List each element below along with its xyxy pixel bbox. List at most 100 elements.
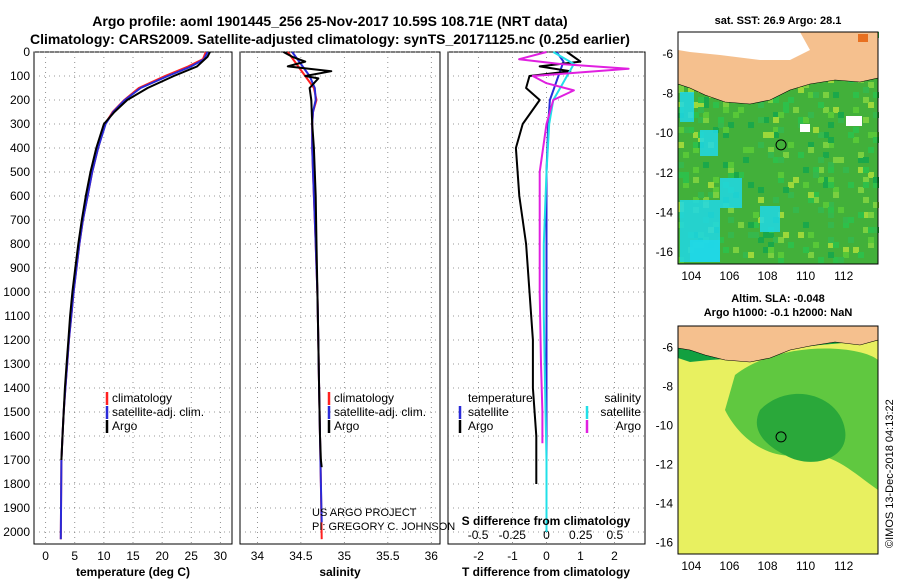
sst-pixel [703,102,709,108]
depth-tick-labels: 0 100 200 300 400 500 600 700 800 900 1000 1100 1200… [3,45,30,539]
sst-pixel [728,232,734,238]
x-tick-label: -0.5 [468,528,489,542]
sst-pixel [868,212,874,218]
sst-pixel [748,222,754,228]
sst-pixel [858,252,864,258]
sst-pixel [843,222,849,228]
sst-pixel [718,117,724,123]
s-diff-argo-line [518,51,630,444]
depth-tick-label: 1600 [3,429,30,443]
salinity-argo-line [283,51,333,468]
float-position-marker [775,139,787,151]
difference-legend: temperature satellite Argo salinity sate… [458,391,641,433]
sst-pixel [763,132,769,138]
legend-argo-label: Argo [112,419,138,433]
sst-pixel [728,122,734,128]
sst-pixel [733,172,739,178]
sst-pixel [828,122,834,128]
sst-pixel [788,97,794,103]
depth-tick-label: 500 [10,165,30,179]
sst-pixel [713,187,719,193]
sst-pixel [778,127,784,133]
temperature-grid [34,51,232,544]
sst-pixel [788,242,794,248]
latitude-tick-label: -12 [656,457,674,471]
sst-pixel [803,117,809,123]
sst-missing-pixel [846,116,862,126]
sst-pixel [728,167,734,173]
sst-cool-patch [680,92,694,122]
latitude-tick-label: -10 [656,418,674,432]
depth-tick-label: 400 [10,141,30,155]
longitude-tick-label: 112 [834,269,853,283]
sst-pixel [718,237,724,243]
temperature-climatology-line [59,51,207,540]
sst-pixel [823,142,829,148]
depth-tick-label: 1500 [3,405,30,419]
sst-pixel [828,237,834,243]
sst-pixel [768,97,774,103]
sst-pixel [713,177,719,183]
sst-cool-patch [700,130,718,156]
sst-map: sat. SST: 26.9 Argo: 28.1 104 106 108 110 11… [656,15,879,283]
legend-argo-label: Argo [334,419,360,433]
sst-pixel [758,187,764,193]
sst-warm-pixel [858,34,868,42]
x-tick-label: 25 [185,549,199,563]
sst-pixel [763,117,769,123]
sst-pixel [783,187,789,193]
sst-pixel [848,132,854,138]
sst-pixel [693,132,699,138]
sst-pixel [793,107,799,113]
legend-satellite-label: satellite-adj. clim. [112,405,204,419]
sst-pixel [693,177,699,183]
sst-pixel [783,152,789,158]
x-tick-label: -2 [473,549,484,563]
float-position-marker [775,431,787,443]
sst-pixel [748,122,754,128]
sst-pixel [683,152,689,158]
sst-pixel [828,167,834,173]
sst-pixel [758,237,764,243]
sst-pixel [753,212,759,218]
sst-pixel [813,242,819,248]
sst-pixel [783,102,789,108]
sst-pixel [828,222,834,228]
sst-pixel [773,97,779,103]
legend-satellite-label: satellite-adj. clim. [334,405,426,419]
depth-tick-label: 1100 [4,309,30,323]
sst-pixel [808,92,814,98]
latitude-tick-label: -10 [656,126,674,140]
sst-pixel [763,247,769,253]
sst-pixel [853,137,859,143]
sst-pixel [773,127,779,133]
sst-pixel [728,172,734,178]
sst-pixel [863,117,869,123]
sst-pixel [768,132,774,138]
sst-pixel [783,232,789,238]
x-tick-label: 35 [338,549,352,563]
sst-pixel [703,162,709,168]
sst-pixel [693,112,699,118]
sst-pixel [778,257,784,263]
legend-salinity-heading: salinity [604,391,641,405]
sst-pixel [688,127,694,133]
sst-pixel [773,237,779,243]
sst-pixel [868,227,874,233]
legend-t-satellite-label: satellite [468,405,509,419]
sst-pixel [723,107,729,113]
x-tick-label: 35.5 [376,549,400,563]
sst-pixel [833,192,839,198]
sst-pixel [833,92,839,98]
depth-tick-label: 700 [10,213,30,227]
sst-pixel [828,137,834,143]
sst-pixel [773,157,779,163]
sst-pixel [863,97,869,103]
sst-pixel [833,257,839,263]
sst-pixel [853,247,859,253]
sst-pixel [868,147,874,153]
sst-pixel [868,132,874,138]
sst-pixel [813,172,819,178]
sst-pixel [838,112,844,118]
sst-pixel [858,212,864,218]
